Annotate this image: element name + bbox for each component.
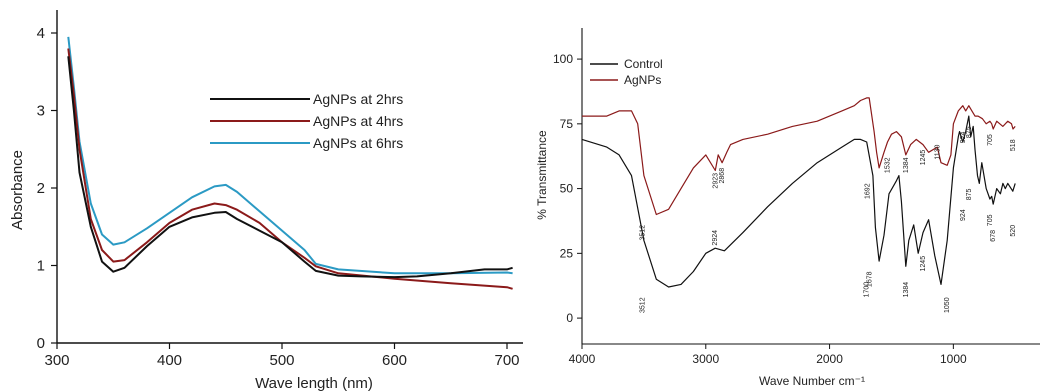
peak-label: 1384 xyxy=(903,282,910,298)
peak-label: 1678 xyxy=(866,271,873,287)
legend-label-agnps: AgNPs xyxy=(624,73,661,87)
x-tick-label: 400 xyxy=(157,352,182,369)
legend-label-6hrs: AgNPs at 6hrs xyxy=(313,135,403,151)
series-line-agnps-at-2hrs xyxy=(67,56,513,279)
peak-label: 1384 xyxy=(903,157,910,173)
y-tick-label: 0 xyxy=(566,311,573,325)
peak-label: 520 xyxy=(1010,225,1017,237)
x-axis-label: Wave length (nm) xyxy=(255,375,373,392)
peak-label: 2868 xyxy=(719,168,726,184)
peak-label: 678 xyxy=(990,230,997,242)
peak-label: 518 xyxy=(1010,139,1017,151)
peak-label: 705 xyxy=(987,214,994,226)
peak-label: 1532 xyxy=(885,157,892,173)
x-tick-label: 1000 xyxy=(940,352,967,366)
peak-label: 875 xyxy=(966,126,973,138)
x-tick-label: 300 xyxy=(44,352,69,369)
x-tick-labels: 300 400 500 600 700 xyxy=(44,343,520,369)
x-tick-label: 600 xyxy=(382,352,407,369)
x-tick-label: 3000 xyxy=(692,352,719,366)
peak-annotations: 3512292417001678138412451050924875705678… xyxy=(639,126,1017,313)
peak-label: 1050 xyxy=(944,297,951,313)
peak-label: 3512 xyxy=(639,297,646,313)
x-tick-label: 2000 xyxy=(816,352,843,366)
legend-label-control: Control xyxy=(624,57,663,71)
y-tick-label: 25 xyxy=(560,246,574,260)
x-tick-labels: 4000 3000 2000 1000 xyxy=(569,344,967,366)
peak-label: 1245 xyxy=(920,150,927,166)
y-tick-label: 1 xyxy=(37,258,45,275)
peak-label: 2924 xyxy=(712,230,719,246)
x-tick-label: 4000 xyxy=(569,352,596,366)
y-tick-label: 3 xyxy=(37,103,45,120)
y-tick-labels: 0 1 2 3 4 xyxy=(37,25,57,352)
x-tick-label: 500 xyxy=(269,352,294,369)
peak-label: 1130 xyxy=(934,145,941,160)
x-tick-label: 700 xyxy=(494,352,519,369)
series-line-agnps-at-4hrs xyxy=(67,48,513,290)
uv-vis-absorbance-chart: 0 1 2 3 4 300 400 500 600 700 Absorbance Wave le… xyxy=(9,10,523,392)
y-tick-label: 100 xyxy=(553,52,573,66)
y-tick-labels: 0 25 50 75 100 xyxy=(553,52,582,325)
series-line-control xyxy=(581,115,1016,288)
series-line-agnps-at-6hrs xyxy=(67,36,513,275)
peak-label: 924 xyxy=(960,132,967,144)
y-tick-label: 2 xyxy=(37,180,45,197)
series-lines xyxy=(67,36,513,290)
y-tick-label: 4 xyxy=(37,25,45,42)
series-line-agnps xyxy=(582,97,1016,216)
peak-label: 3512 xyxy=(639,225,646,241)
peak-label: 875 xyxy=(966,189,973,201)
ftir-transmittance-chart: 0 25 50 75 100 4000 3000 2000 1000 3512 2924 1700… xyxy=(535,28,1040,388)
x-axis-label: Wave Number cm⁻¹ xyxy=(759,374,865,388)
peak-label: 705 xyxy=(987,134,994,146)
peak-label: 1692 xyxy=(865,183,872,199)
series-lines xyxy=(581,97,1016,288)
y-axis-label: % Transmittance xyxy=(535,130,549,220)
legend-label-2hrs: AgNPs at 2hrs xyxy=(313,91,403,107)
peak-label: 1245 xyxy=(920,256,927,272)
peak-label: 1700 xyxy=(864,282,871,298)
legend: Control AgNPs xyxy=(590,57,663,87)
y-tick-label: 75 xyxy=(560,117,574,131)
legend: AgNPs at 2hrs AgNPs at 4hrs AgNPs at 6hr… xyxy=(210,91,403,151)
y-tick-label: 0 xyxy=(37,335,45,352)
y-axis-label: Absorbance xyxy=(9,150,26,230)
peak-label: 924 xyxy=(960,209,967,221)
peak-label: 2923 xyxy=(712,173,719,189)
y-tick-label: 50 xyxy=(560,182,574,196)
legend-label-4hrs: AgNPs at 4hrs xyxy=(313,113,403,129)
